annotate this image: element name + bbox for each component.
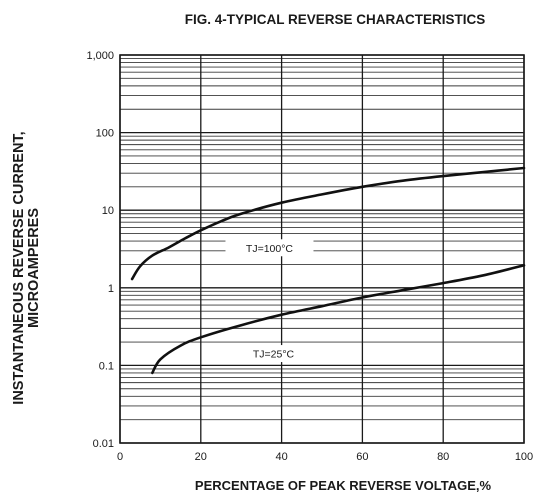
series-labels: TJ=100°C TJ=25°C (225, 239, 318, 363)
series-label: TJ=100°C (246, 243, 294, 255)
y-tick-label: 1,000 (86, 50, 114, 62)
y-tick-label: 0.1 (99, 360, 114, 372)
series-layer (130, 166, 526, 375)
y-axis-label-line-2: MICROAMPERES (26, 208, 42, 328)
chart-title: FIG. 4-TYPICAL REVERSE CHARACTERISTICS (185, 12, 486, 27)
plot-frame (119, 54, 525, 444)
series-label-box (225, 239, 314, 257)
series-label: TJ=25°C (253, 349, 295, 361)
x-tick-label: 100 (515, 451, 533, 463)
series-label-box (229, 345, 318, 363)
y-tick-labels: 0.01 0.1 1 10 100 1,000 (86, 50, 114, 450)
x-axis-label: PERCENTAGE OF PEAK REVERSE VOLTAGE,% (195, 478, 492, 493)
x-tick-label: 0 (117, 451, 123, 463)
series-line (151, 264, 526, 375)
y-tick-label: 10 (102, 205, 114, 217)
x-tick-labels: 0 20 40 60 80 100 (117, 451, 533, 463)
y-tick-label: 100 (96, 128, 114, 140)
x-tick-label: 60 (356, 451, 368, 463)
x-tick-label: 20 (195, 451, 207, 463)
y-tick-label: 1 (108, 283, 114, 295)
y-axis-label-line-1: INSTANTANEOUS REVERSE CURRENT, (11, 131, 27, 404)
major-grid (119, 54, 525, 444)
y-tick-label: 0.01 (93, 438, 114, 450)
series-line (130, 166, 526, 281)
x-tick-label: 40 (275, 451, 287, 463)
x-tick-label: 80 (437, 451, 449, 463)
